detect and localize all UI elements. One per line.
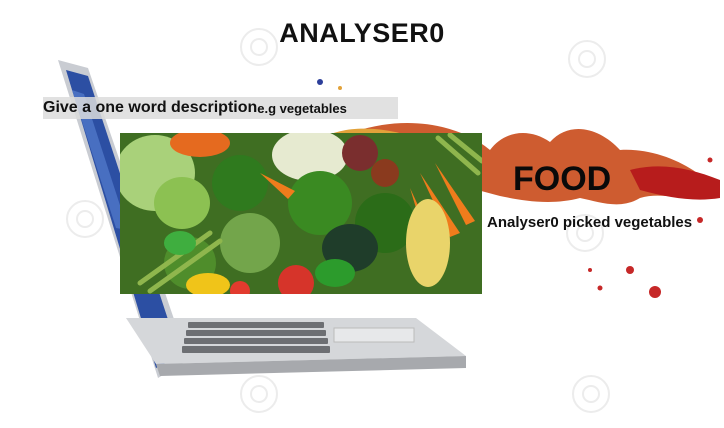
laptop-keyboard	[126, 318, 466, 376]
watermark-swirl-icon	[566, 214, 604, 252]
result-caption: Analyser0 picked vegetables	[487, 214, 693, 231]
watermark-swirl-icon	[66, 200, 104, 238]
watermark-swirl-icon	[240, 375, 278, 413]
prompt-text: Give a one word description	[43, 99, 258, 116]
prompt-bar: Give a one word description e.g vegetable…	[43, 97, 398, 119]
result-label: FOOD	[513, 160, 612, 198]
watermark-swirl-icon	[240, 28, 278, 66]
prompt-example: e.g vegetables	[257, 100, 347, 116]
watermark-swirl-icon	[568, 40, 606, 78]
vegetables-image	[120, 133, 482, 294]
watermark-swirl-icon	[572, 375, 610, 413]
app-title: ANALYSER0	[279, 18, 445, 48]
